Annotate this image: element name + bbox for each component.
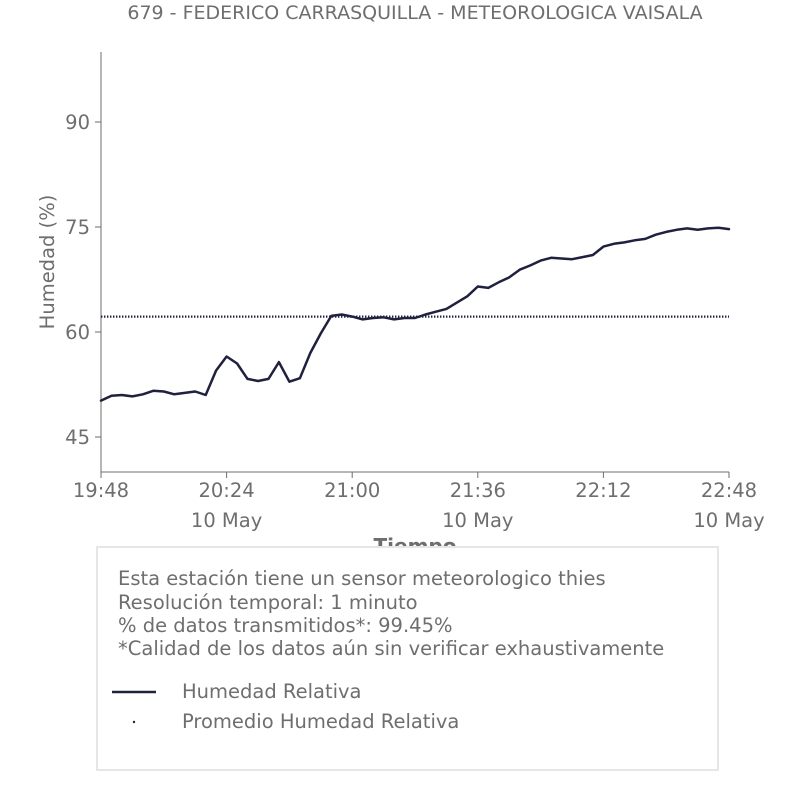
series-layer (99, 226, 731, 402)
y-axis-label: Humedad (%) (36, 195, 59, 330)
y-tick-label: 60 (65, 321, 90, 344)
legend-dot-marker-icon (132, 720, 136, 724)
legend-solid-line-icon (112, 690, 156, 694)
info-sensor-text: Esta estación tiene un sensor meteorolog… (118, 567, 606, 590)
axis-ticks: 45 60 75 90 19:48 20:24 21:00 21:36 22:12 22:48 10… (65, 111, 764, 532)
legend-item-promedio: Promedio Humedad Relativa (110, 710, 459, 736)
humidity-line-chart: 45 60 75 90 19:48 20:24 21:00 21:36 22:12 22:48 10… (36, 52, 765, 558)
x-tick-date-label: 10 May (693, 509, 764, 532)
info-quality-note: *Calidad de los datos aún sin verificar … (118, 637, 665, 660)
x-tick-date-label: 10 May (442, 509, 513, 532)
x-tick-date-label: 10 May (191, 509, 262, 532)
info-resolution-text: Resolución temporal: 1 minuto (118, 591, 418, 614)
y-tick-label: 45 (65, 426, 90, 449)
axes (100, 52, 729, 473)
x-tick-label: 21:00 (324, 479, 380, 502)
info-transmitted-text: % de datos transmitidos*: 99.45% (118, 614, 453, 637)
legend-item-humedad: Humedad Relativa (110, 680, 362, 706)
x-tick-label: 20:24 (198, 479, 254, 502)
y-tick-label: 75 (65, 216, 90, 239)
x-tick-label: 21:36 (450, 479, 506, 502)
chart-title: 679 - FEDERICO CARRASQUILLA - METEOROLOG… (127, 2, 703, 24)
humidity-series-line (99, 226, 731, 402)
info-legend-box: Esta estación tiene un sensor meteorolog… (96, 546, 719, 771)
x-tick-label: 22:48 (701, 479, 757, 502)
x-tick-label: 22:12 (575, 479, 631, 502)
legend-label-humedad: Humedad Relativa (182, 680, 362, 703)
x-tick-label: 19:48 (73, 479, 129, 502)
y-tick-label: 90 (65, 111, 90, 134)
legend-label-promedio: Promedio Humedad Relativa (182, 710, 460, 733)
